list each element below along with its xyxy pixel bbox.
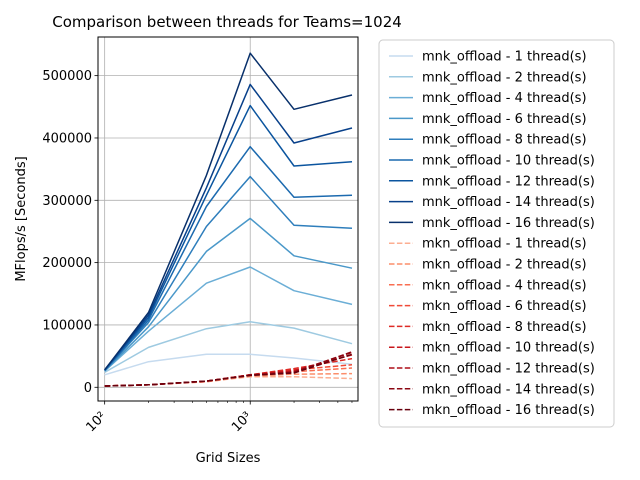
legend-label-18: mkn_offload - 16 thread(s) [422, 403, 595, 418]
series-line-5 [104, 175, 353, 372]
legend-label-5: mnk_offload - 8 thread(s) [422, 133, 587, 148]
legend-label-12: mkn_offload - 4 thread(s) [422, 278, 587, 293]
y-axis: 0 100000 200000 300000 400000 500000 [42, 69, 98, 396]
y-tick-label-0: 0 [84, 381, 92, 396]
legend-label-16: mkn_offload - 12 thread(s) [422, 362, 595, 377]
series-line-2 [104, 321, 353, 373]
y-tick-label-1: 100000 [42, 318, 92, 333]
y-axis-label: MFlops/s [Seconds] [14, 156, 29, 281]
series-line-6 [104, 145, 353, 371]
series-group [104, 52, 353, 387]
series-line-14 [104, 357, 353, 387]
y-tick-label-5: 500000 [42, 69, 92, 84]
y-tick-label-2: 200000 [42, 256, 92, 271]
series-line-13 [104, 364, 353, 387]
legend-label-14: mkn_offload - 8 thread(s) [422, 320, 587, 335]
legend-label-7: mnk_offload - 12 thread(s) [422, 174, 595, 189]
legend-frame [378, 39, 615, 428]
chart-title: Comparison between threads for Teams=102… [52, 13, 402, 31]
legend-label-4: mnk_offload - 6 thread(s) [422, 112, 587, 127]
legend-label-6: mnk_offload - 10 thread(s) [422, 154, 595, 169]
legend-label-3: mnk_offload - 4 thread(s) [422, 91, 587, 106]
series-line-3 [104, 266, 353, 372]
legend: mnk_offload - 1 thread(s) mnk_offload - 2… [378, 39, 615, 428]
legend-label-1: mnk_offload - 1 thread(s) [422, 50, 587, 65]
series-line-7 [104, 104, 353, 371]
legend-label-9: mnk_offload - 16 thread(s) [422, 216, 595, 231]
series-line-16 [104, 351, 353, 387]
y-tick-label-3: 300000 [42, 194, 92, 209]
legend-label-15: mkn_offload - 10 thread(s) [422, 341, 595, 356]
x-axis-label: Grid Sizes [196, 451, 261, 466]
series-line-1 [104, 353, 353, 376]
series-line-4 [104, 217, 353, 372]
legend-label-10: mkn_offload - 1 thread(s) [422, 237, 587, 252]
legend-label-13: mkn_offload - 6 thread(s) [422, 299, 587, 314]
plot-frame [97, 36, 359, 402]
legend-label-17: mkn_offload - 14 thread(s) [422, 382, 595, 397]
legend-label-8: mnk_offload - 14 thread(s) [422, 195, 595, 210]
series-line-17 [104, 351, 353, 387]
series-line-8 [104, 83, 353, 371]
grid [98, 37, 358, 401]
series-line-18 [104, 353, 353, 387]
x-axis: 10² 10³ [83, 401, 353, 435]
series-line-9 [104, 52, 353, 371]
legend-label-2: mnk_offload - 2 thread(s) [422, 70, 587, 85]
x-tick-label-1: 10³ [229, 409, 255, 435]
y-tick-label-4: 400000 [42, 131, 92, 146]
legend-label-11: mkn_offload - 2 thread(s) [422, 258, 587, 273]
x-tick-label-0: 10² [83, 409, 109, 435]
